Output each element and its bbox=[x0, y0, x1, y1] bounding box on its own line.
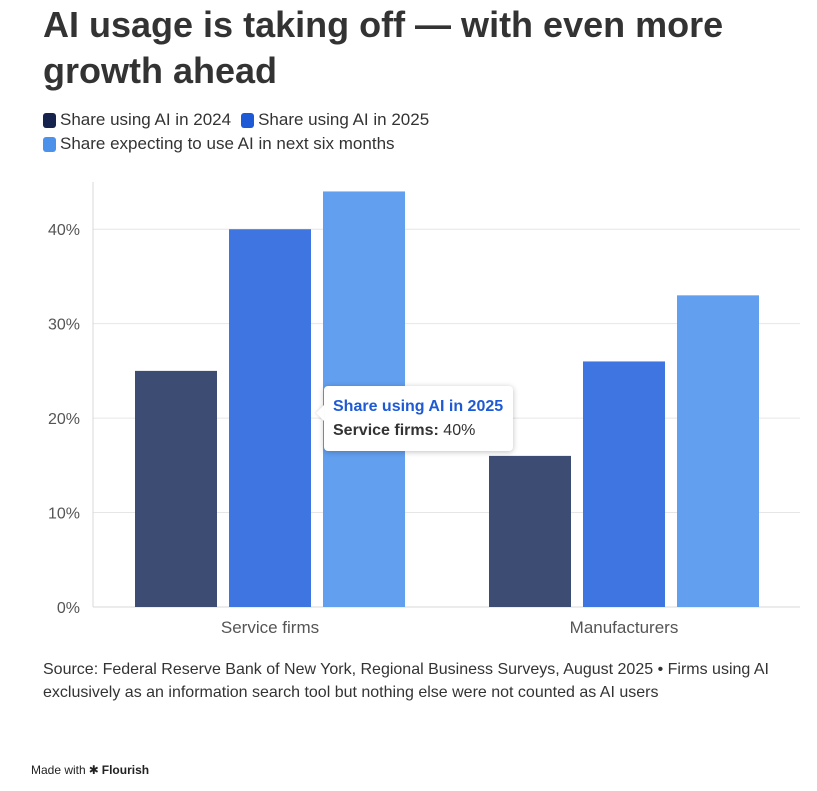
flourish-asterisk-icon: ✱ bbox=[88, 763, 99, 777]
legend-item-2024[interactable]: Share using AI in 2024 bbox=[43, 108, 231, 132]
legend-row-2: Share expecting to use AI in next six mo… bbox=[43, 132, 783, 156]
legend-label-2024: Share using AI in 2024 bbox=[60, 110, 232, 129]
y-tick-label-0: 0% bbox=[57, 600, 80, 617]
legend-swatch-future bbox=[43, 136, 56, 152]
chart-title: AI usage is taking off — with even more … bbox=[43, 4, 724, 91]
y-tick-label-20: 20% bbox=[48, 411, 80, 428]
legend-swatch-2024 bbox=[43, 112, 56, 128]
legend-label-future: Share expecting to use AI in next six mo… bbox=[60, 134, 395, 153]
bar-manufacturers-series-1[interactable] bbox=[489, 455, 571, 607]
bar-manufacturers-series-3[interactable] bbox=[677, 295, 759, 607]
flourish-brand: Flourish bbox=[101, 763, 150, 777]
tooltip-body: Service firms: 40% bbox=[333, 419, 503, 443]
y-tick-label-30: 30% bbox=[48, 317, 80, 334]
legend: Share using AI in 2024 Share using AI in… bbox=[43, 108, 783, 156]
x-tick-label-manufacturers: Manufacturers bbox=[570, 618, 679, 637]
made-with-flourish[interactable]: Made with ✱ Flourish bbox=[31, 763, 149, 777]
tooltip-value: 40% bbox=[443, 422, 476, 439]
x-tick-label-service-firms: Service firms bbox=[221, 618, 319, 637]
legend-item-future[interactable]: Share expecting to use AI in next six mo… bbox=[43, 132, 395, 156]
hover-tooltip: Share using AI in 2025 Service firms: 40… bbox=[324, 386, 514, 451]
y-tick-label-10: 10% bbox=[48, 506, 80, 523]
legend-swatch-2025 bbox=[241, 112, 255, 128]
made-with-prefix: Made with bbox=[31, 763, 86, 777]
legend-label-2025: Share using AI in 2025 bbox=[258, 110, 430, 129]
source-note: Source: Federal Reserve Bank of New York… bbox=[43, 661, 769, 701]
tooltip-title: Share using AI in 2025 bbox=[333, 398, 504, 415]
legend-item-2025[interactable]: Share using AI in 2025 bbox=[241, 108, 429, 132]
bar-manufacturers-series-2[interactable] bbox=[583, 361, 665, 607]
legend-row-1: Share using AI in 2024 Share using AI in… bbox=[43, 108, 783, 132]
y-tick-label-40: 40% bbox=[48, 222, 80, 239]
bar-service-firms-series-2[interactable] bbox=[229, 229, 311, 607]
bar-service-firms-series-1[interactable] bbox=[135, 370, 217, 607]
tooltip-label: Service firms: bbox=[333, 422, 439, 439]
